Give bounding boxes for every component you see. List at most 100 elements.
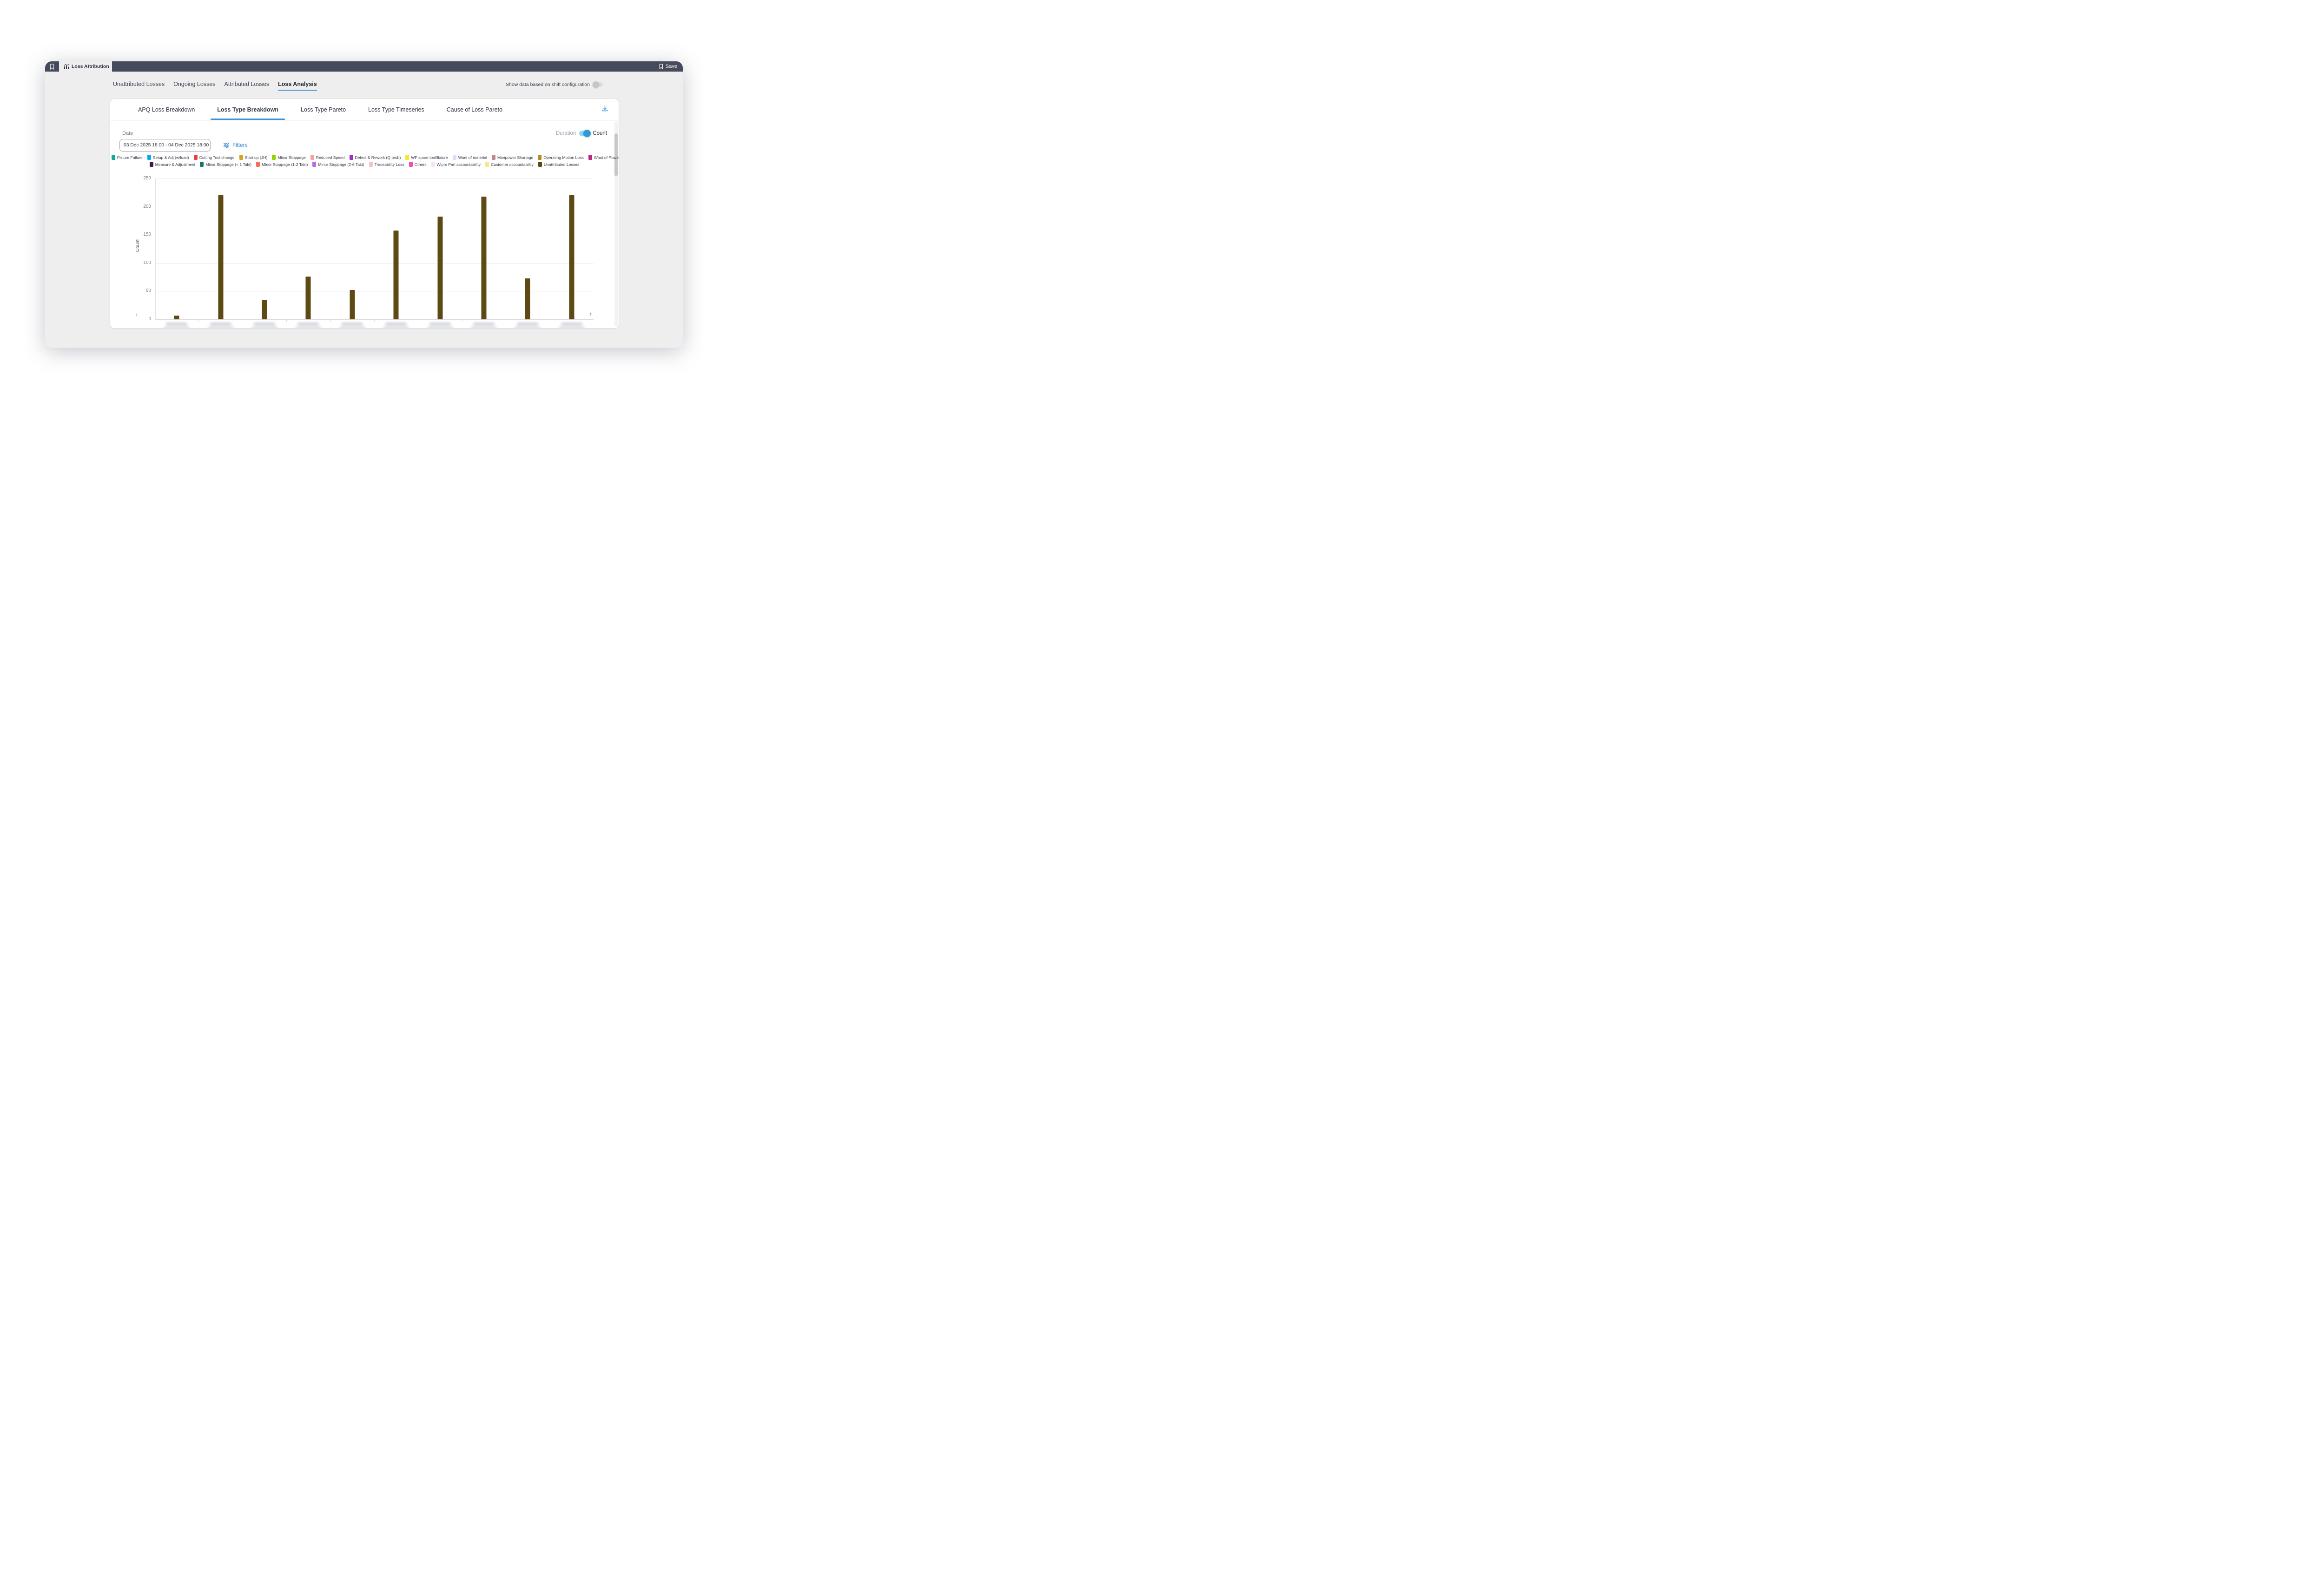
shift-config-toggle[interactable] (593, 81, 603, 88)
bar-unattributed-losses[interactable] (262, 300, 267, 319)
legend-label: Minor Stoppage (1-2 Takt) (262, 162, 308, 167)
legend-label: Minor Stoppage (277, 155, 306, 160)
card-tab-loss-type-pareto[interactable]: Loss Type Pareto (301, 106, 346, 113)
card-tab-apq-loss-breakdown[interactable]: APQ Loss Breakdown (138, 106, 195, 113)
legend-item[interactable]: Manpower Shortage (491, 155, 533, 160)
legend-label: Operating Motion Loss (543, 155, 584, 160)
chart-next-button[interactable]: › (589, 310, 592, 318)
blur-blob (295, 327, 322, 328)
legend-item[interactable]: Measure & Adjustment (149, 162, 196, 167)
bars (155, 178, 594, 319)
shift-config-group: Show data based on shift configuration (506, 81, 603, 88)
x-label-blurred (550, 323, 594, 328)
nav-tab-attributed-losses[interactable]: Attributed Losses (224, 81, 270, 87)
legend-item[interactable]: Start up (JH) (239, 155, 268, 160)
bar-cell (550, 178, 594, 319)
bar-unattributed-losses[interactable] (525, 278, 530, 319)
legend-item[interactable]: Operating Motion Loss (538, 155, 584, 160)
legend-swatch (491, 155, 495, 160)
filters-button[interactable]: Filters (223, 142, 248, 148)
save-button[interactable]: Save (659, 61, 677, 72)
nav-tab-loss-analysis[interactable]: Loss Analysis (278, 81, 317, 91)
legend-item[interactable]: Others (409, 162, 427, 167)
legend-swatch (200, 162, 204, 167)
card-tab-bar: APQ Loss Breakdown Loss Type Breakdown Los… (110, 99, 619, 120)
scrollbar-thumb[interactable] (614, 133, 618, 176)
toggle-knob (583, 130, 591, 137)
y-tick-label: 50 (145, 288, 151, 294)
blur-blob (385, 323, 407, 326)
card-tab-loss-type-timeseries[interactable]: Loss Type Timeseries (368, 106, 424, 113)
legend-item[interactable]: Minor Stoppage (1-2 Takt) (256, 162, 308, 167)
legend-swatch (193, 155, 198, 160)
card-tab-loss-type-breakdown[interactable]: Loss Type Breakdown (206, 99, 290, 120)
nav-tab-ongoing-losses[interactable]: Ongoing Losses (173, 81, 216, 87)
legend-label: Minor Stoppage (< 1 Takt) (205, 162, 252, 167)
bookmark-tab[interactable] (45, 61, 59, 72)
x-label-blurred (198, 323, 242, 328)
bar-cell (330, 178, 374, 319)
legend-item[interactable]: Minor Stoppage (272, 155, 306, 160)
legend-item[interactable]: Want of material (452, 155, 487, 160)
x-label-blurred (330, 323, 374, 328)
legend-row: Measure & Adjustment Minor Stoppage (< 1 … (147, 162, 582, 167)
bar-cell (243, 178, 286, 319)
legend-item[interactable]: Want of Power, Air (588, 155, 619, 160)
bar-cell (198, 178, 242, 319)
legend-item[interactable]: Wipro Pari accountability (431, 162, 481, 167)
bar-unattributed-losses[interactable] (174, 315, 179, 319)
legend-swatch (452, 155, 456, 160)
x-tick (330, 319, 331, 322)
legend-label: Start up (JH) (244, 155, 268, 160)
blur-blob (473, 323, 495, 326)
duration-count-toggle[interactable] (579, 130, 591, 137)
app-panel: Loss Attribution Save Unattributed Losse… (45, 61, 683, 348)
card-tab-cause-of-loss-pareto[interactable]: Cause of Loss Pareto (446, 106, 502, 113)
blur-blob (383, 327, 409, 328)
metric-toggle-group: Duration Count (556, 130, 607, 137)
legend-swatch (272, 155, 276, 160)
legend-label: Reduced Speed (316, 155, 345, 160)
download-button[interactable] (601, 105, 608, 112)
x-label-blurred (286, 323, 330, 328)
app-tab-loss-attribution[interactable]: Loss Attribution (59, 61, 112, 72)
bar-unattributed-losses[interactable] (305, 276, 311, 319)
bar-unattributed-losses[interactable] (218, 195, 224, 319)
nav-tab-unattributed-losses[interactable]: Unattributed Losses (113, 81, 165, 87)
date-range-value: 03 Dec 2025 18:00 - 04 Dec 2025 18:00 (124, 143, 209, 148)
blur-blob (561, 323, 582, 326)
legend-label: Setup & Adj (w/load) (152, 155, 189, 160)
legend-item[interactable]: Customer accountability (485, 162, 534, 167)
bar-unattributed-losses[interactable] (481, 196, 487, 319)
legend-item[interactable]: Reduced Speed (310, 155, 345, 160)
legend-item[interactable]: Fixture Failure (111, 155, 143, 160)
legend-label: Measure & Adjustment (155, 162, 196, 167)
legend-label: Minor Stoppage (2-6 Takt) (318, 162, 364, 167)
legend-swatch (147, 155, 151, 160)
chart-prev-button[interactable]: ‹ (135, 310, 138, 318)
x-label-blurred (374, 323, 418, 328)
legend-swatch (431, 162, 435, 167)
bar-unattributed-losses[interactable] (350, 290, 355, 319)
bar-unattributed-losses[interactable] (393, 230, 399, 319)
legend-item[interactable]: Unattributed Losses (538, 162, 579, 167)
top-bar: Loss Attribution Save (45, 61, 683, 72)
legend-swatch (485, 162, 489, 167)
legend-item[interactable]: Defect & Rework (Q prob) (349, 155, 401, 160)
blur-blob (297, 323, 319, 326)
legend-item[interactable]: Minor Stoppage (< 1 Takt) (200, 162, 251, 167)
bar-unattributed-losses[interactable] (437, 217, 443, 319)
legend-item[interactable]: Minor Stoppage (2-6 Takt) (312, 162, 364, 167)
date-range-input[interactable]: 03 Dec 2025 18:00 - 04 Dec 2025 18:00 (119, 139, 211, 152)
legend-item[interactable]: WF spare tool/fixture (405, 155, 448, 160)
legend-swatch (149, 162, 153, 167)
legend-item[interactable]: Setup & Adj (w/load) (147, 155, 189, 160)
legend-item[interactable]: Cutting Tool change (193, 155, 235, 160)
bookmark-icon (50, 63, 54, 70)
legend-label: Defect & Rework (Q prob) (355, 155, 401, 160)
bar-unattributed-losses[interactable] (569, 195, 574, 319)
legend-item[interactable]: Traceability Loss (369, 162, 404, 167)
card-scrollbar[interactable] (614, 121, 618, 326)
